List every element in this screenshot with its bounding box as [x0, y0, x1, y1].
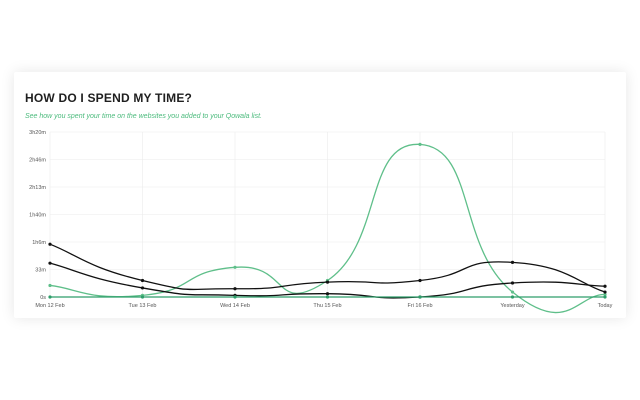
time-line-chart: 0s 33m 1h6m 1h40m 2h13m 2h46m 3h20m Mon 12 Feb T… — [29, 130, 613, 314]
y-tick-label: 2h46m — [29, 158, 46, 164]
series-point-2 — [603, 284, 607, 288]
series-point-2 — [140, 286, 145, 290]
series-point-1 — [603, 290, 607, 294]
series-point-1 — [233, 287, 237, 291]
series-point-0 — [48, 283, 52, 288]
series-point-0 — [510, 290, 515, 294]
x-tick-label: Today — [598, 303, 613, 309]
series-point-3 — [140, 295, 145, 299]
series-point-2 — [510, 281, 515, 285]
y-tick-label: 0s — [40, 295, 46, 301]
series-point-3 — [48, 295, 52, 299]
x-tick-label: Yesterday — [500, 303, 525, 309]
series-point-2 — [48, 261, 52, 265]
x-tick-label: Fri 16 Feb — [407, 303, 432, 309]
series-point-1 — [48, 242, 52, 246]
y-tick-label: 1h6m — [32, 240, 46, 246]
series-line-0 — [49, 143, 606, 314]
y-tick-label: 3h20m — [29, 130, 46, 136]
series-point-1 — [418, 278, 422, 283]
series-point-3 — [233, 295, 237, 299]
card-subtitle: See how you spent your time on the websi… — [25, 113, 262, 120]
x-tick-label: Thu 15 Feb — [313, 303, 341, 309]
series-point-0 — [603, 292, 607, 297]
series-point-3 — [418, 295, 422, 299]
x-tick-label: Mon 12 Feb — [35, 303, 64, 309]
series-point-3 — [510, 295, 515, 299]
time-spent-card: HOW DO I SPEND MY TIME? See how you spen… — [14, 72, 626, 318]
series-point-0 — [233, 265, 237, 269]
series-point-1 — [510, 260, 515, 264]
card-title: HOW DO I SPEND MY TIME? — [25, 91, 193, 105]
series-point-1 — [325, 280, 330, 284]
series-point-3 — [325, 295, 330, 299]
series-point-1 — [140, 278, 145, 283]
y-tick-label: 2h13m — [29, 185, 46, 191]
y-tick-label: 1h40m — [29, 213, 46, 219]
series-point-0 — [418, 142, 422, 146]
series-point-3 — [603, 295, 607, 299]
x-tick-label: Wed 14 Feb — [220, 303, 250, 309]
x-tick-label: Tue 13 Feb — [129, 303, 157, 309]
y-tick-label: 33m — [35, 268, 46, 274]
series-point-2 — [325, 292, 330, 296]
